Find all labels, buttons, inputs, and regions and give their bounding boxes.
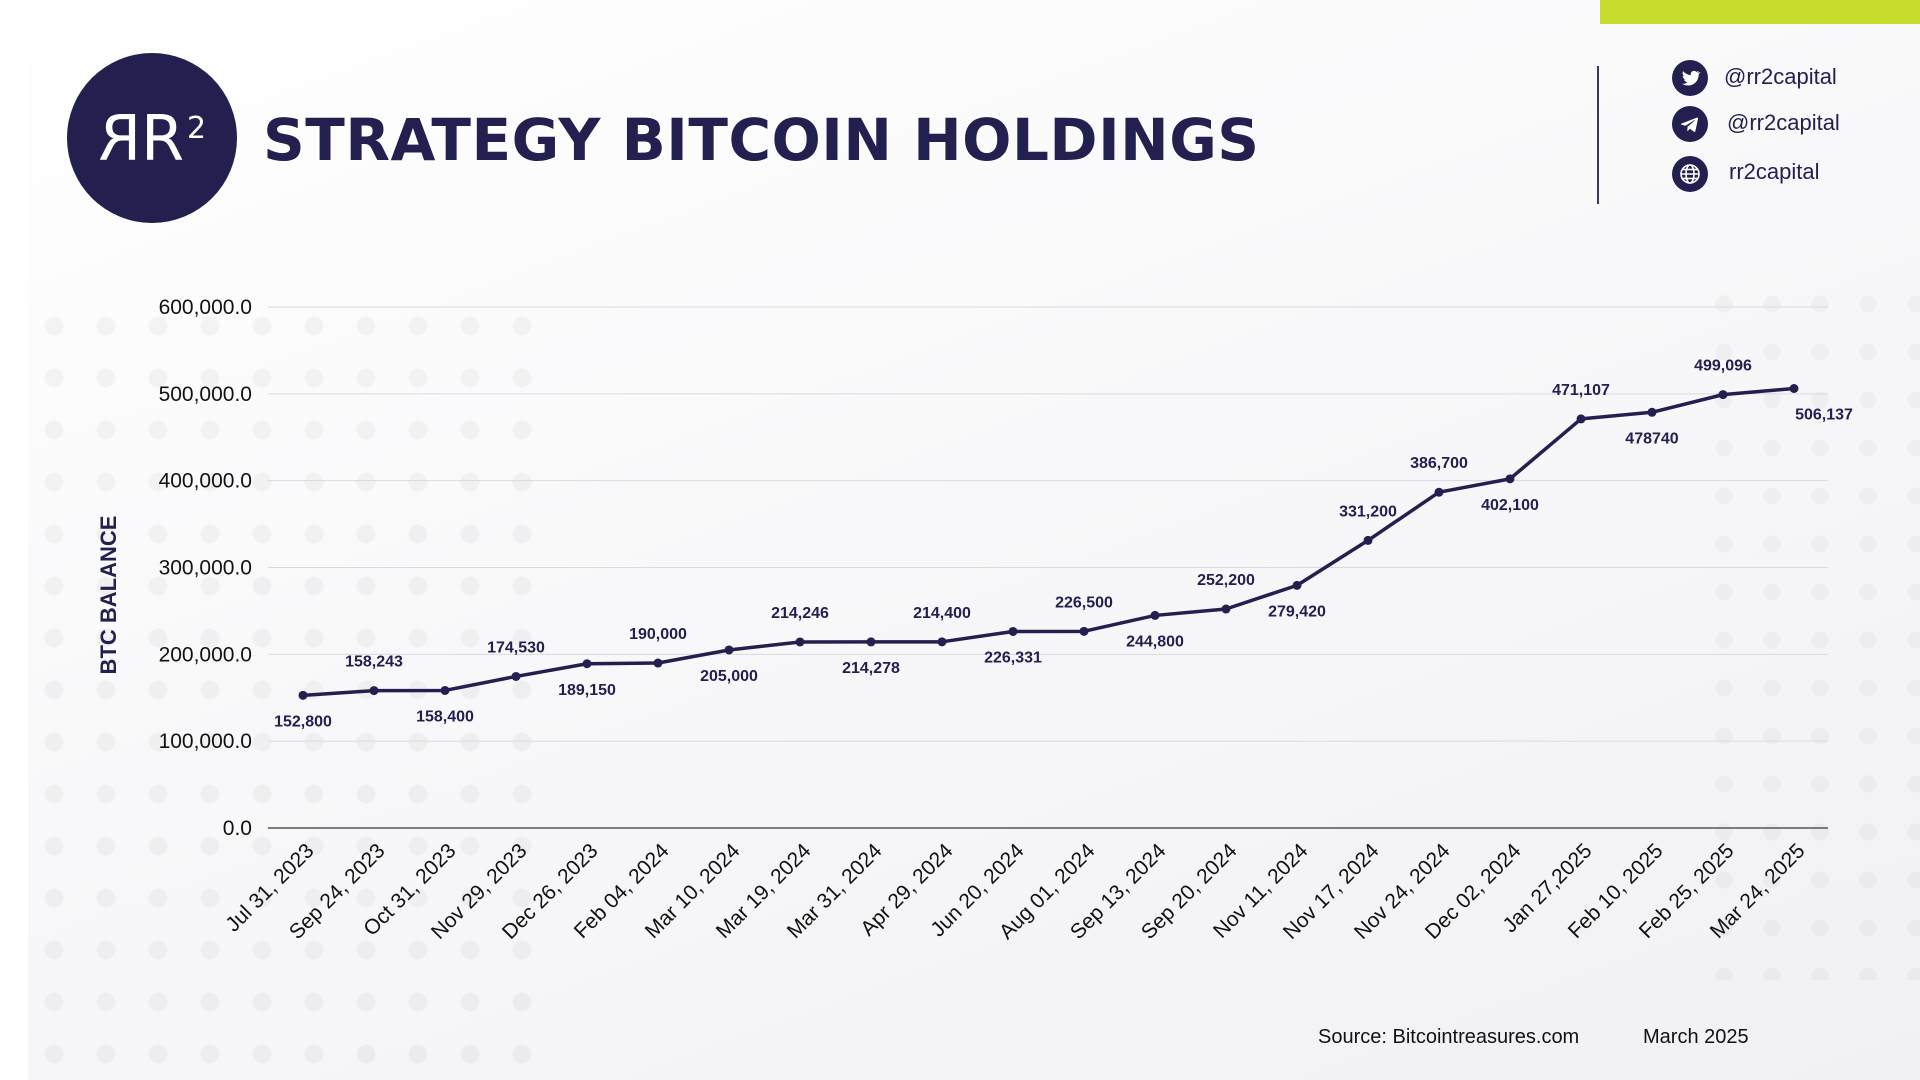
btc-holdings-line-chart: 0.0 100,000.0 200,000.0 300,000.0 400,000.0 5…	[96, 296, 1853, 944]
y-tick-label: 600,000.0	[159, 296, 252, 319]
y-axis-label: BTC BALANCE	[96, 516, 121, 675]
data-point	[1150, 610, 1160, 620]
logo-letter: R	[140, 101, 186, 175]
data-label: 506,137	[1795, 407, 1853, 424]
data-point	[1363, 535, 1373, 545]
data-point	[937, 637, 947, 647]
globe-icon	[1672, 156, 1708, 192]
data-label: 158,243	[345, 654, 403, 671]
social-label: @rr2capital	[1727, 110, 1840, 135]
data-point	[1505, 474, 1515, 484]
data-point	[724, 645, 734, 655]
data-label: 214,246	[771, 605, 829, 622]
data-label: 226,331	[984, 649, 1042, 666]
report-date: March 2025	[1643, 1026, 1749, 1048]
data-point	[1434, 487, 1444, 497]
data-point	[298, 690, 308, 700]
data-label: 478740	[1625, 430, 1678, 447]
data-label: 158,400	[416, 708, 474, 725]
data-label: 471,107	[1552, 382, 1610, 399]
data-point	[1292, 580, 1302, 590]
background-panel	[28, 0, 1920, 1080]
data-label: 226,500	[1055, 594, 1113, 611]
data-point	[866, 637, 876, 647]
data-point	[1647, 407, 1657, 417]
data-point	[1718, 390, 1728, 400]
data-point	[1789, 384, 1799, 394]
data-label: 386,700	[1410, 455, 1468, 472]
logo-superscript: 2	[187, 110, 208, 146]
data-point	[1576, 414, 1586, 424]
data-point	[511, 671, 521, 681]
twitter-icon	[1672, 60, 1708, 96]
data-point	[1221, 604, 1231, 614]
data-point	[582, 659, 592, 669]
y-tick-label: 500,000.0	[159, 383, 252, 406]
data-point	[440, 685, 450, 695]
data-label: 244,800	[1126, 633, 1184, 650]
page-title: STRATEGY BITCOIN HOLDINGS	[263, 106, 1260, 174]
y-tick-label: 0.0	[223, 817, 252, 840]
data-label: 205,000	[700, 668, 758, 685]
data-point	[1008, 626, 1018, 636]
data-point	[795, 637, 805, 647]
series-line	[301, 386, 1796, 698]
source-note: Source: Bitcointreasures.com	[1318, 1026, 1580, 1048]
data-label: 279,420	[1268, 603, 1326, 620]
y-tick-label: 400,000.0	[159, 470, 252, 493]
accent-bar	[1600, 0, 1920, 24]
header-divider	[1597, 66, 1599, 204]
decorative-dot-pattern-right	[1700, 280, 1920, 980]
decorative-dot-pattern	[28, 300, 548, 1080]
data-label: 152,800	[274, 713, 332, 730]
data-label: 174,530	[487, 639, 545, 656]
data-point	[369, 686, 379, 696]
y-tick-label: 100,000.0	[159, 730, 252, 753]
data-label: 402,100	[1481, 497, 1539, 514]
telegram-icon	[1672, 106, 1708, 142]
social-label: @rr2capital	[1724, 64, 1837, 89]
y-tick-label: 300,000.0	[159, 557, 252, 580]
y-tick-label: 200,000.0	[159, 643, 252, 666]
data-label: 331,200	[1339, 503, 1397, 520]
data-label: 190,000	[629, 626, 687, 643]
social-label: rr2capital	[1729, 159, 1820, 184]
data-point	[653, 658, 663, 668]
data-label: 189,150	[558, 682, 616, 699]
data-label: 214,278	[842, 660, 900, 677]
data-label: 214,400	[913, 605, 971, 622]
data-label: 499,096	[1694, 358, 1752, 375]
data-label: 252,200	[1197, 572, 1255, 589]
data-point	[1079, 626, 1089, 636]
